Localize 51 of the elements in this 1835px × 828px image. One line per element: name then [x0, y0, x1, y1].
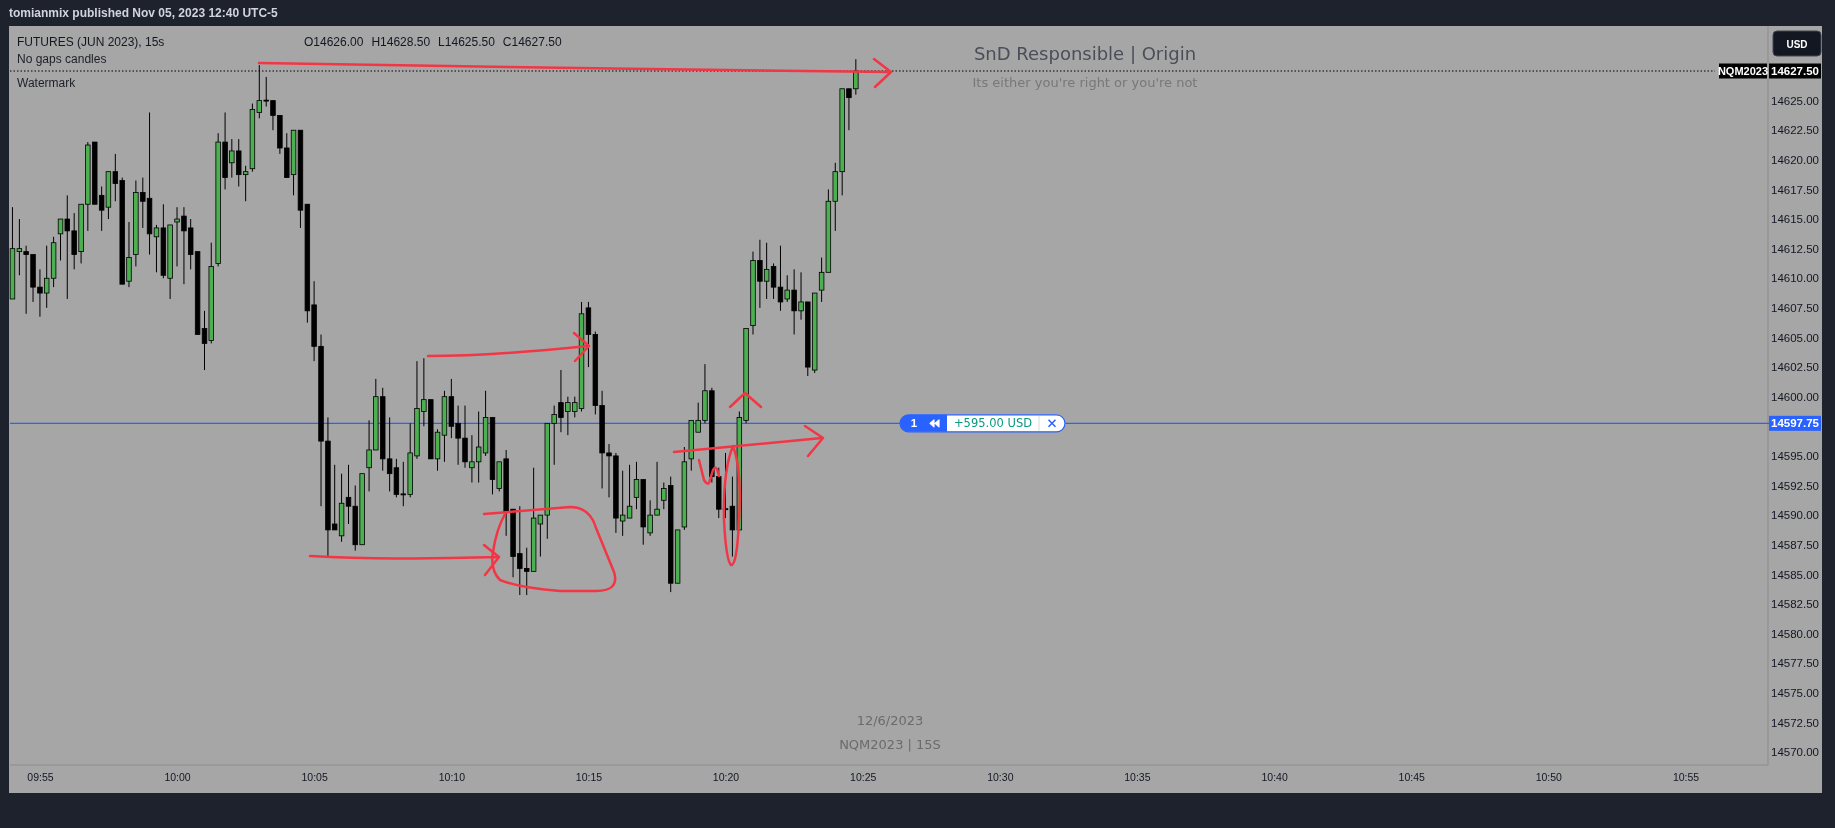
x-tick-label: 10:00	[164, 771, 191, 784]
x-tick-label: 10:50	[1535, 771, 1563, 784]
text: FUTURES (JUN 2023), 15s	[17, 35, 165, 49]
y-tick-label: 14620.00	[1771, 154, 1819, 167]
x-tick-label: 10:35	[1124, 771, 1151, 784]
y-tick-label: 14577.50	[1771, 657, 1819, 670]
y-tick-label: 14602.50	[1771, 361, 1819, 374]
y-tick-label: 14612.50	[1771, 242, 1819, 255]
annotation: NQM2023 | 15S	[839, 737, 941, 752]
x-tick-label: 10:25	[850, 771, 877, 784]
y-tick-label: 14615.00	[1771, 213, 1819, 226]
x-tick-label: 10:30	[987, 771, 1014, 784]
text: tomianmix published Nov 05, 2023 12:40 UTC-5	[9, 6, 279, 20]
y-tick-label: 14570.00	[1771, 746, 1819, 759]
ref-line-label: +595.00 USD	[953, 416, 1033, 431]
y-tick-label: 14587.50	[1771, 538, 1819, 551]
y-tick-label: 14575.00	[1771, 686, 1819, 699]
y-tick-label: 14625.00	[1771, 94, 1819, 107]
annotation: L14625.50	[438, 35, 496, 49]
x-tick-label: 10:20	[712, 771, 740, 784]
x-tick-label: 10:15	[575, 771, 603, 784]
text: USD	[1786, 38, 1808, 50]
x-tick-label: 10:45	[1398, 771, 1426, 784]
x-tick-label: 10:40	[1261, 771, 1288, 784]
x-tick-label: 09:55	[27, 771, 54, 784]
y-tick-label: 14592.50	[1771, 479, 1819, 492]
y-tick-label: 14595.00	[1771, 450, 1819, 463]
y-tick-label: 14580.00	[1771, 627, 1819, 640]
y-tick-label: 14590.00	[1771, 509, 1819, 522]
text: 14627.50	[1771, 65, 1819, 77]
annotation: Watermark	[17, 76, 77, 90]
y-tick-label: 14572.50	[1771, 716, 1819, 729]
y-tick-label: 14600.00	[1771, 390, 1819, 403]
annotation: 1	[910, 417, 918, 430]
x-tick-label: 10:05	[301, 771, 328, 784]
y-tick-label: 14585.00	[1771, 568, 1819, 581]
annotation: H14628.50	[371, 35, 431, 49]
y-tick-label: 14605.00	[1771, 331, 1819, 344]
annotation: No gaps candles	[17, 52, 107, 66]
y-tick-label: 14610.00	[1771, 272, 1819, 285]
y-tick-label: 14607.50	[1771, 302, 1819, 315]
y-tick-label: 14582.50	[1771, 598, 1819, 611]
y-tick-label: 14617.50	[1771, 183, 1819, 196]
text: 14597.75	[1771, 417, 1820, 430]
annotation: O14626.00	[304, 35, 364, 49]
x-tick-label: 10:55	[1672, 771, 1700, 784]
annotation: C14627.50	[502, 35, 562, 49]
x-tick-label: 10:10	[438, 771, 466, 784]
y-tick-label: 14622.50	[1771, 124, 1819, 137]
annotation: SnD Responsible | Origin	[973, 43, 1197, 64]
annotation: 12/6/2023	[856, 713, 924, 728]
